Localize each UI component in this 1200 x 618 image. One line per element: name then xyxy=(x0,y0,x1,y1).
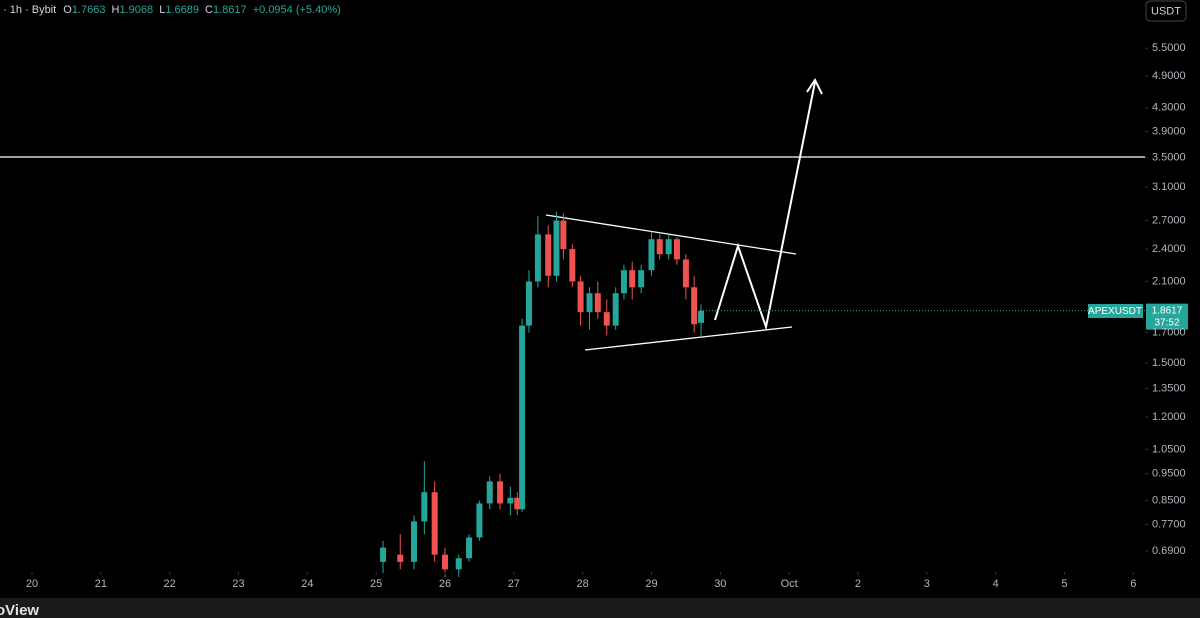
candle-body xyxy=(620,270,627,294)
candle-body xyxy=(466,537,473,559)
pennant-top xyxy=(545,214,797,255)
candle-body xyxy=(534,234,541,282)
candle-body xyxy=(476,503,483,538)
candle-body xyxy=(380,547,387,562)
x-tick-label: 26 xyxy=(439,578,451,590)
symbol-label: APEXUSDT xyxy=(1088,306,1142,317)
candle-body xyxy=(665,239,672,255)
candle-body xyxy=(497,481,504,504)
close-label: C xyxy=(205,4,213,16)
x-tick-label: 27 xyxy=(508,578,520,590)
x-tick-label: 6 xyxy=(1130,578,1136,590)
x-tick-label: 24 xyxy=(301,578,313,590)
candle-body xyxy=(648,239,655,271)
arrow-head xyxy=(806,78,823,95)
open-value: 1.7663 xyxy=(72,4,106,16)
y-tick-label: 5.5000 xyxy=(1152,42,1186,54)
y-tick-label: 0.8500 xyxy=(1152,494,1186,506)
candle-body xyxy=(569,249,576,282)
candle-body xyxy=(525,281,532,326)
plot xyxy=(380,211,1145,578)
x-tick-label: 30 xyxy=(714,578,726,590)
x-tick-label: 20 xyxy=(26,578,38,590)
x-tick-label: 5 xyxy=(1061,578,1067,590)
low-label: L xyxy=(159,4,165,16)
candle-body xyxy=(560,220,567,250)
candle-body xyxy=(514,497,521,510)
candle-body xyxy=(455,558,462,570)
candle-body xyxy=(612,293,619,326)
currency-button-label[interactable]: USDT xyxy=(1151,5,1181,17)
y-tick-label: 1.5000 xyxy=(1152,357,1186,369)
change: +0.0954 (+5.40%) xyxy=(253,4,341,16)
candle-body xyxy=(421,492,428,522)
candle-body xyxy=(431,492,438,555)
candle-body xyxy=(586,293,593,313)
drawings xyxy=(0,78,1145,351)
y-tick-label: 1.2000 xyxy=(1152,411,1186,423)
x-tick-label: 29 xyxy=(645,578,657,590)
y-tick-label: 4.3000 xyxy=(1152,102,1186,114)
y-tick-label: 1.7000 xyxy=(1152,327,1186,339)
candle-body xyxy=(691,287,698,325)
candle-body xyxy=(673,239,680,260)
candle-body xyxy=(594,293,601,313)
x-tick-label: Oct xyxy=(781,578,798,590)
y-tick-label: 0.6900 xyxy=(1152,545,1186,557)
candle-body xyxy=(507,497,514,504)
x-tick-label: 2 xyxy=(855,578,861,590)
x-tick-label: 21 xyxy=(95,578,107,590)
x-tick-label: 3 xyxy=(924,578,930,590)
candle-body xyxy=(553,220,560,276)
pennant-bottom xyxy=(584,326,793,351)
y-tick-label: 2.4000 xyxy=(1152,243,1186,255)
candle-body xyxy=(411,521,418,562)
countdown: 37:52 xyxy=(1154,317,1179,328)
candle-body xyxy=(603,312,610,326)
y-tick-label: 0.9500 xyxy=(1152,468,1186,480)
candle-body xyxy=(682,259,689,288)
y-tick-label: 3.1000 xyxy=(1152,181,1186,193)
y-tick-label: 3.5000 xyxy=(1152,152,1186,164)
x-tick-label: 23 xyxy=(232,578,244,590)
symbol-tag xyxy=(1088,304,1143,318)
x-tick-label: 4 xyxy=(993,578,999,590)
candle-body xyxy=(441,554,448,570)
candle-body xyxy=(629,270,636,288)
price-tag xyxy=(1146,303,1188,330)
candle-body xyxy=(577,281,584,313)
interval: · 1h · Bybit xyxy=(3,4,56,16)
candle-body xyxy=(486,481,493,504)
footer-bar xyxy=(0,598,1200,618)
close-value: 1.8617 xyxy=(213,4,247,16)
y-tick-label: 4.9000 xyxy=(1152,70,1186,82)
candle-body xyxy=(698,310,705,323)
high-value: 1.9068 xyxy=(119,4,153,16)
candle-body xyxy=(638,270,645,288)
x-tick-label: 22 xyxy=(164,578,176,590)
open-label: O xyxy=(63,4,72,16)
y-tick-label: 3.9000 xyxy=(1152,125,1186,137)
currency-button[interactable] xyxy=(1145,0,1187,22)
header: · 1h · Bybit O1.7663 H1.9068 L1.6689 C1.… xyxy=(3,4,341,16)
y-tick-label: 1.3500 xyxy=(1152,382,1186,394)
y-tick-label: 0.7700 xyxy=(1152,518,1186,530)
last-price: 1.8617 xyxy=(1152,305,1183,316)
y-tick-label: 1.0500 xyxy=(1152,443,1186,455)
x-tick-label: 28 xyxy=(577,578,589,590)
projection-arrow xyxy=(714,81,816,331)
watermark: oView xyxy=(0,602,39,618)
candle-body xyxy=(545,234,552,276)
high-label: H xyxy=(112,4,120,16)
y-tick-label: 2.7000 xyxy=(1152,214,1186,226)
candle-body xyxy=(397,554,404,562)
x-tick-label: 25 xyxy=(370,578,382,590)
candle-body xyxy=(519,325,526,510)
low-value: 1.6689 xyxy=(165,4,199,16)
candle-body xyxy=(656,239,663,255)
y-tick-label: 2.1000 xyxy=(1152,275,1186,287)
